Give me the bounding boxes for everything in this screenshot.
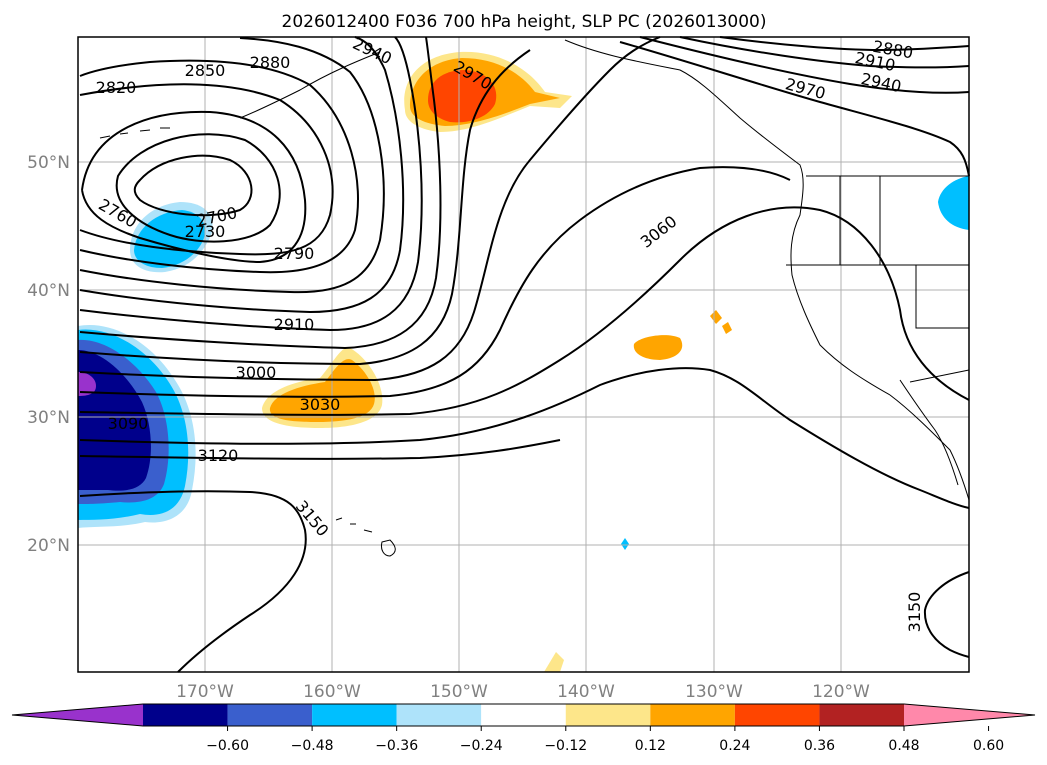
contour-label-3120: 3120 [198,446,239,465]
contour-2910 [79,36,423,332]
anomaly-positive-gulf-inner [428,70,497,123]
lat-label-20: 20°N [27,536,70,556]
colorbar-tick-label: 0.24 [719,738,750,754]
colorbar-tick-label: 0.48 [888,738,919,754]
colorbar-tick-label: 0.60 [973,738,1004,754]
map-background [78,37,969,672]
latitude-labels: 50°N 40°N 30°N 20°N [27,153,70,556]
contour-2970-ne [619,41,970,177]
anomaly-positive-east-dot2 [722,322,732,334]
colorbar-segment [143,704,228,726]
colorbar-outline [11,703,1036,727]
lon-label-160w: 160°W [303,682,361,702]
contour-3150a [79,490,307,673]
colorbar-segment [227,704,313,726]
map-frame [77,36,970,673]
coast-alaska-peninsula [239,51,381,119]
contour-2790 [79,83,334,256]
lat-label-40: 40°N [27,281,70,301]
contour-2700 [133,154,253,217]
anomaly-positive-east [633,335,683,360]
coast-north-america [564,39,970,501]
contour-label-3000: 3000 [236,363,277,382]
lat-label-30: 30°N [27,408,70,428]
colorbar-extend-low [12,704,143,726]
colorbar-segment [565,704,651,726]
contour-label-2910b: 2910 [274,315,315,334]
state-borders [786,176,969,329]
figure-title: 2026012400 F036 700 hPa height, SLP PC (… [282,12,767,32]
contour-3060 [79,206,970,416]
lon-label-150w: 150°W [430,682,488,702]
border-us-mexico [909,369,970,383]
contour-label-2790: 2790 [274,244,315,263]
map-panel: 2820 2850 2880 2940 2970 2880 2910 2940 … [77,34,970,673]
colorbar: −0.60 −0.48 −0.36 −0.24 −0.12 0.12 0.24 0.36 0.4… [11,703,1036,754]
contour-3000 [79,36,661,382]
coastlines [99,39,970,557]
colorbar-tick-label: −0.12 [544,738,587,754]
colorbar-segment [396,704,482,726]
anomaly-negative-sw-5 [78,372,96,396]
contour-label-2880a: 2880 [250,53,291,72]
colorbar-tick-label: −0.36 [375,738,418,754]
colorbar-segment [312,704,397,726]
colorbar-extend-high [904,704,1035,726]
contour-3120 [79,439,561,460]
contour-2850 [79,37,385,294]
anomaly-positive-east-dot1 [710,310,722,324]
contour-label-2850: 2850 [185,61,226,80]
colorbar-tick-label: 0.36 [804,738,835,754]
contour-2820 [79,59,359,274]
anomaly-negative-aleutian-inner [134,210,206,268]
contour-2760 [81,110,307,264]
contour-label-2730: 2730 [185,222,226,241]
anomaly-positive-south [544,652,564,672]
contour-3030 [79,166,791,398]
colorbar-segment [819,704,904,726]
anomaly-positive-central-mid [269,359,375,422]
colorbar-segment [650,704,735,726]
lon-label-120w: 120°W [812,682,870,702]
longitude-labels: 170°W 160°W 150°W 140°W 130°W 120°W [176,682,870,702]
contour-label-3150b: 3150 [905,592,924,633]
coast-baja [899,379,959,486]
contour-3150b [923,571,970,658]
contour-2880-ne [719,36,970,52]
contour-2970 [79,49,531,366]
lat-label-50: 50°N [27,153,70,173]
contour-2940-ne [639,36,970,94]
height-contours [79,36,970,673]
lon-label-130w: 130°W [685,682,743,702]
contour-2730 [115,133,281,243]
graticule [78,37,969,672]
colorbar-tick-label: −0.60 [206,738,249,754]
colorbar-tick-label: 0.12 [635,738,666,754]
lon-label-170w: 170°W [176,682,234,702]
coast-aleutians [99,127,170,139]
contour-3090 [79,367,970,509]
contour-label-2820: 2820 [96,78,137,97]
anomaly-negative-small [621,538,629,550]
colorbar-tick-label: −0.24 [460,738,503,754]
colorbar-segment [481,704,566,726]
contour-2940 [79,36,442,350]
anomaly-negative-pnw [938,176,969,230]
coast-hawaii [335,517,396,557]
contour-label-3030: 3030 [300,395,341,414]
contour-2910-ne [679,36,970,69]
anomaly-shading [78,51,969,672]
contour-label-3090: 3090 [108,414,149,433]
contour-2880 [79,36,405,314]
colorbar-segment [734,704,820,726]
lon-label-140w: 140°W [557,682,615,702]
colorbar-tick-label: −0.48 [291,738,334,754]
